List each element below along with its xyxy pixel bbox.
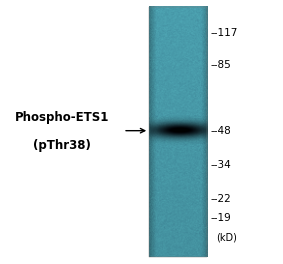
Text: (kD): (kD)	[216, 233, 237, 243]
Text: --48: --48	[211, 126, 231, 136]
Text: Phospho-ETS1: Phospho-ETS1	[15, 111, 110, 124]
Text: --22: --22	[211, 194, 231, 204]
Text: --34: --34	[211, 160, 231, 170]
Text: --85: --85	[211, 60, 231, 70]
Text: (pThr38): (pThr38)	[33, 139, 91, 152]
Text: --19: --19	[211, 213, 231, 223]
Text: --117: --117	[211, 28, 238, 38]
Bar	[149, 7, 207, 257]
